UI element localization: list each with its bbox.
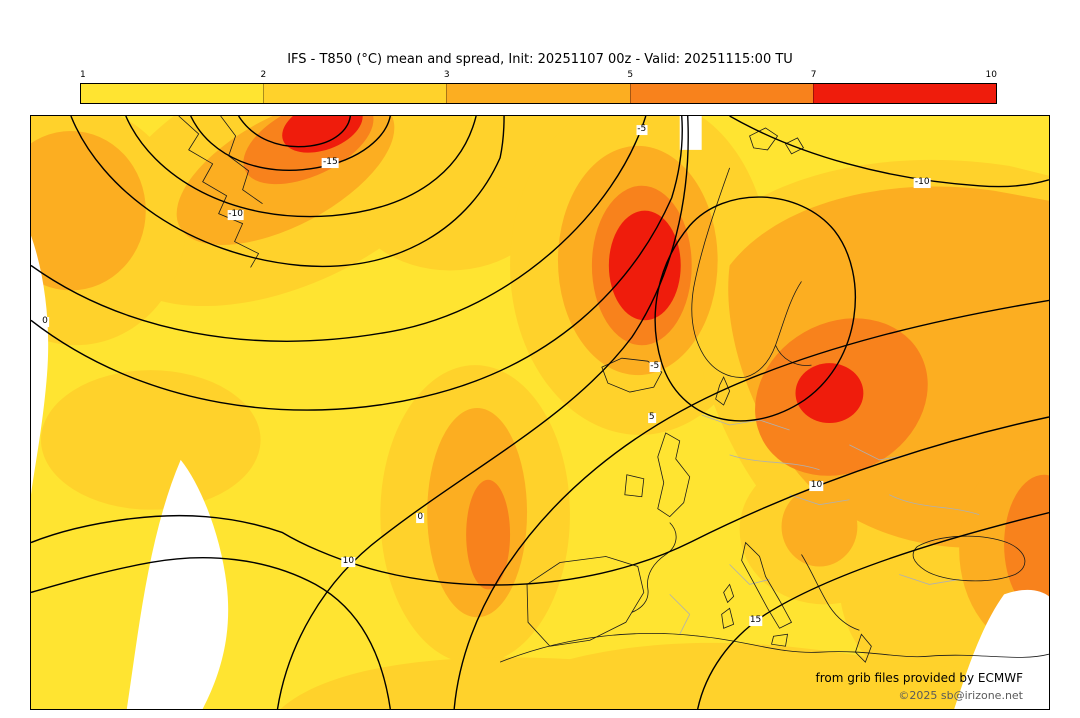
- coastline-layer: [178, 116, 1049, 663]
- contour-label: 10: [809, 479, 824, 491]
- colorbar-tick: 7: [810, 70, 817, 80]
- contour-label: 10: [341, 556, 356, 568]
- copyright-text: ©2025 sb@irizone.net: [898, 689, 1023, 702]
- contour-label: -15: [322, 156, 339, 168]
- colorbar-tick: 5: [627, 70, 634, 80]
- colorbar-tick: 3: [443, 70, 450, 80]
- contour-label: -10: [913, 176, 931, 188]
- colorbar-tick: 10: [985, 70, 997, 80]
- contour-label: -10: [227, 208, 244, 220]
- map-graphic: [31, 116, 1049, 709]
- colorbar-tick: 2: [260, 70, 267, 80]
- colorbar-segment-1: [81, 84, 264, 103]
- mean-contour-layer: [31, 116, 1049, 709]
- colorbar-bar: [80, 83, 997, 104]
- contour-label: -5: [636, 123, 648, 135]
- chart-title: IFS - T850 (°C) mean and spread, Init: 2…: [287, 52, 793, 67]
- no-data-layer: [31, 116, 1049, 709]
- contour-label: 0: [41, 316, 49, 328]
- colorbar-ticks: 1 2 3 5 7 10: [80, 70, 997, 83]
- map-canvas: -15 -10 -5 -10 0 -5 5 0 10 10 15 from grib files p…: [30, 115, 1050, 710]
- colorbar-segment-4: [629, 84, 813, 103]
- colorbar: 1 2 3 5 7 10: [80, 70, 997, 104]
- colorbar-tick: 1: [80, 70, 86, 80]
- colorbar-segment-3: [446, 84, 630, 103]
- contour-label: 15: [748, 615, 763, 627]
- country-border-layer: [669, 414, 980, 635]
- colorbar-segment-5: [812, 84, 997, 103]
- contour-label: 5: [647, 412, 656, 423]
- colorbar-segment-2: [263, 84, 447, 103]
- contour-label: -5: [649, 361, 661, 373]
- credit-text: from grib files provided by ECMWF: [815, 671, 1023, 685]
- contour-label: 0: [416, 511, 425, 523]
- spread-level5-layer: [282, 116, 864, 423]
